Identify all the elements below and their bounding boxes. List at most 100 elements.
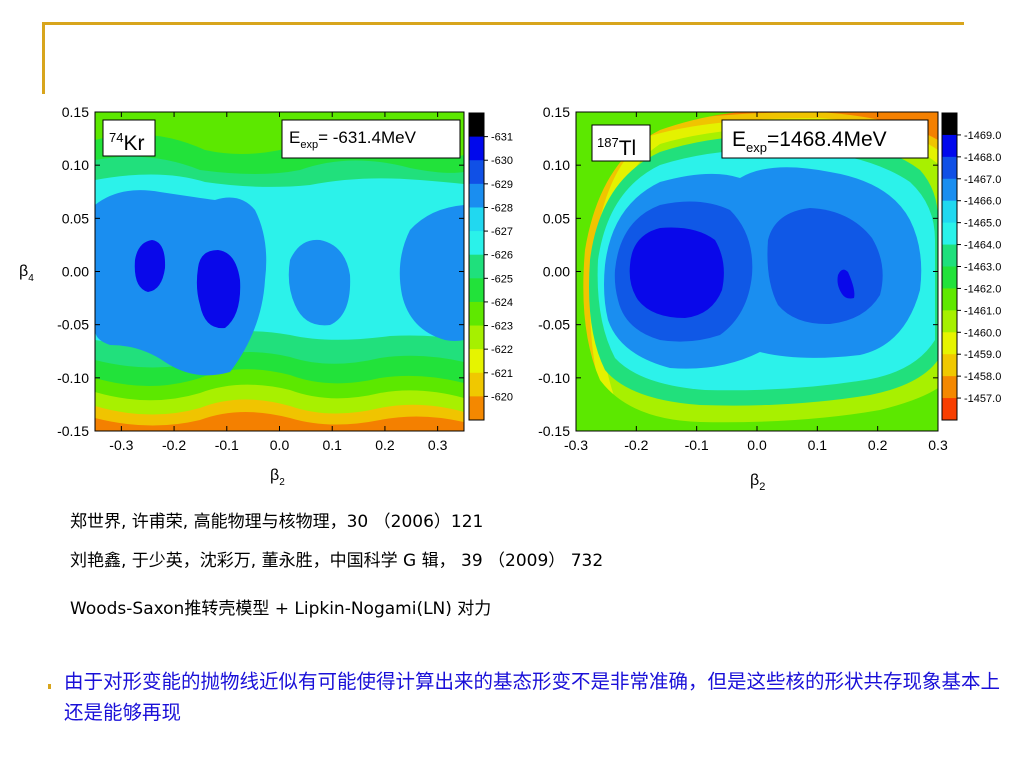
kr74-nucleus-label: 74Kr bbox=[109, 130, 144, 155]
kr74-xtick-label: -0.1 bbox=[215, 437, 239, 453]
kr74-colorbar-swatch bbox=[469, 396, 484, 421]
kr74-colorbar-label: -630 bbox=[491, 155, 513, 167]
kr74-colorbar-swatch bbox=[469, 372, 484, 397]
model-description: Woods-Saxon推转壳模型 + Lipkin-Nogami(LN) 对力 bbox=[70, 599, 492, 619]
kr74-colorbar-label: -622 bbox=[491, 344, 513, 356]
tl187-ytick-label: -0.15 bbox=[538, 423, 570, 439]
tl187-colorbar-swatch bbox=[942, 222, 957, 246]
kr74-colorbar-label: -623 bbox=[491, 321, 513, 333]
kr74-ylabel: β4 bbox=[19, 263, 34, 284]
tl187-colorbar-swatch bbox=[942, 310, 957, 333]
tl187-colorbar-swatch bbox=[942, 398, 957, 421]
kr74-xtick-label: -0.2 bbox=[162, 437, 186, 453]
conclusion-text: 由于对形变能的抛物线近似有可能使得计算出来的基态形变不是非常准确，但是这些核的形… bbox=[64, 670, 1001, 724]
tl187-colorbar-label: -1465.0 bbox=[964, 218, 1001, 230]
kr74-ytick-label: 0.15 bbox=[62, 104, 89, 120]
tl187-colorbar-swatch bbox=[942, 178, 957, 202]
title-left-rule bbox=[42, 22, 45, 94]
kr74-xtick-label: 0.3 bbox=[428, 437, 448, 453]
tl187-colorbar-swatch bbox=[942, 200, 957, 224]
kr74-axes: -0.3 -0.2 -0.1 0.0 0.1 0.2 0.3 0.15 0.10 0.05 0.00… bbox=[57, 104, 464, 453]
kr74-colorbar-swatch bbox=[469, 325, 484, 350]
tl187-colorbar-swatch bbox=[942, 376, 957, 399]
kr74-colorbar-label: -621 bbox=[491, 368, 513, 380]
tl187-colorbar-label: -1462.0 bbox=[964, 283, 1001, 295]
tl187-ytick-label: 0.00 bbox=[543, 264, 570, 280]
kr74-colorbar-swatch bbox=[469, 207, 484, 232]
figure-canvas: -0.3 -0.2 -0.1 0.0 0.1 0.2 0.30.150.100.050.00… bbox=[19, 104, 1001, 493]
tl187-colorbar-label: -1460.0 bbox=[964, 327, 1001, 339]
kr74-colorbar-label: -631 bbox=[491, 132, 513, 144]
tl187-contour-plot: -0.3 -0.2 -0.1 0.0 0.1 0.2 0.3 0.15 0.10 0.05 0.00… bbox=[538, 104, 1001, 493]
tl187-colorbar-label: -1466.0 bbox=[964, 196, 1001, 208]
kr74-colorbar-swatch bbox=[469, 301, 484, 327]
tl187-ytick-label: 0.15 bbox=[543, 104, 570, 120]
tl187-ytick-label: 0.05 bbox=[543, 210, 570, 226]
tl187-colorbar-label: -1468.0 bbox=[964, 152, 1001, 164]
tl187-nucleus-label: 187Tl bbox=[597, 135, 636, 160]
kr74-ytick-label: 0.00 bbox=[62, 264, 89, 280]
tl187-colorbar-label: -1469.0 bbox=[964, 130, 1001, 142]
kr74-colorbar: -631 -630 -629 -628 -627 -626 -625 -624 -623 -622… bbox=[468, 112, 513, 421]
tl187-colorbar-label: -1458.0 bbox=[964, 371, 1001, 383]
tl187-xlabel: β2 bbox=[750, 472, 765, 493]
kr74-xtick-label: 0.2 bbox=[375, 437, 395, 453]
bullet-marker bbox=[48, 684, 51, 689]
kr74-colorbar-swatch bbox=[469, 136, 484, 161]
kr74-ytick-label: -0.15 bbox=[57, 423, 89, 439]
tl187-colorbar-swatch bbox=[942, 332, 957, 355]
tl187-energy-label: Eexp=1468.4MeV bbox=[732, 128, 887, 155]
kr74-colorbar-label: -627 bbox=[491, 226, 513, 238]
tl187-xtick-label: 0.0 bbox=[747, 437, 767, 453]
kr74-colorbar-swatch bbox=[469, 349, 484, 374]
tl187-xtick-label: 0.1 bbox=[808, 437, 828, 453]
tl187-xtick-label: 0.2 bbox=[868, 437, 888, 453]
reference-1: 郑世界, 许甫荣, 高能物理与核物理，30 （2006）121 bbox=[70, 512, 484, 532]
kr74-nucleus-label-box bbox=[102, 119, 156, 157]
kr74-energy-label: Eexp= -631.4MeV bbox=[289, 128, 417, 151]
kr74-colorbar-swatch bbox=[469, 113, 484, 138]
kr74-colorbar-swatch bbox=[469, 278, 484, 303]
kr74-colorbar-label: -628 bbox=[491, 202, 513, 214]
kr74-xtick-label: 0.1 bbox=[322, 437, 342, 453]
kr74-colorbar-label: -629 bbox=[491, 179, 513, 191]
reference-2: 刘艳鑫, 于少英，沈彩万, 董永胜，中国科学 G 辑， 39 （2009） 73… bbox=[70, 551, 604, 571]
kr74-xtick-label: -0.3 bbox=[109, 437, 133, 453]
tl187-energy-label-box bbox=[721, 119, 929, 159]
kr74-xlabel: β2 bbox=[270, 467, 285, 488]
tl187-ytick-label: 0.10 bbox=[543, 157, 570, 173]
kr74-xtick-label: 0.0 bbox=[270, 437, 290, 453]
tl187-colorbar-label: -1463.0 bbox=[964, 262, 1001, 274]
tl187-ytick-label: -0.10 bbox=[538, 370, 570, 386]
kr74-colorbar-swatch bbox=[469, 231, 484, 256]
kr74-colorbar-swatch bbox=[469, 254, 484, 279]
kr74-ytick-label: 0.10 bbox=[62, 157, 89, 173]
kr74-ytick-label: -0.10 bbox=[57, 370, 89, 386]
tl187-colorbar-label: -1457.0 bbox=[964, 393, 1001, 405]
kr74-colorbar-label: -625 bbox=[491, 273, 513, 285]
tl187-contour-field bbox=[576, 112, 938, 431]
kr74-colorbar-label: -624 bbox=[491, 297, 513, 309]
tl187-colorbar: -1469.0 -1468.0 -1467.0 -1466.0 -1465.0 -1464… bbox=[941, 112, 1001, 421]
tl187-colorbar-swatch bbox=[942, 354, 957, 377]
kr74-colorbar-swatch bbox=[469, 160, 484, 185]
kr74-ytick-label: 0.05 bbox=[62, 210, 89, 226]
tl187-xtick-label: 0.3 bbox=[928, 437, 948, 453]
tl187-colorbar-swatch bbox=[942, 244, 957, 267]
kr74-colorbar-label: -620 bbox=[491, 391, 513, 403]
tl187-colorbar-label: -1467.0 bbox=[964, 174, 1001, 186]
tl187-axes: -0.3 -0.2 -0.1 0.0 0.1 0.2 0.3 0.15 0.10 0.05 0.00… bbox=[538, 104, 948, 453]
tl187-nucleus-label-box bbox=[591, 124, 651, 162]
kr74-contour-field bbox=[95, 112, 464, 431]
title-top-rule bbox=[42, 22, 964, 25]
kr74-contour-plot: -0.3 -0.2 -0.1 0.0 0.1 0.2 0.3 0.15 0.10 0.05 0.00… bbox=[19, 104, 513, 488]
tl187-xtick-label: -0.3 bbox=[564, 437, 588, 453]
kr74-colorbar-swatch bbox=[469, 183, 484, 208]
kr74-ytick-label: -0.05 bbox=[57, 317, 89, 333]
tl187-ytick-label: -0.05 bbox=[538, 317, 570, 333]
kr74-colorbar-label: -626 bbox=[491, 250, 513, 262]
tl187-colorbar-swatch bbox=[942, 266, 957, 289]
tl187-colorbar-swatch bbox=[942, 134, 957, 158]
tl187-xtick-label: -0.1 bbox=[685, 437, 709, 453]
kr74-colorbar-frame bbox=[468, 112, 485, 421]
